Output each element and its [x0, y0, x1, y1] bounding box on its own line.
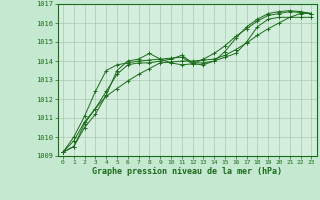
X-axis label: Graphe pression niveau de la mer (hPa): Graphe pression niveau de la mer (hPa)	[92, 167, 282, 176]
